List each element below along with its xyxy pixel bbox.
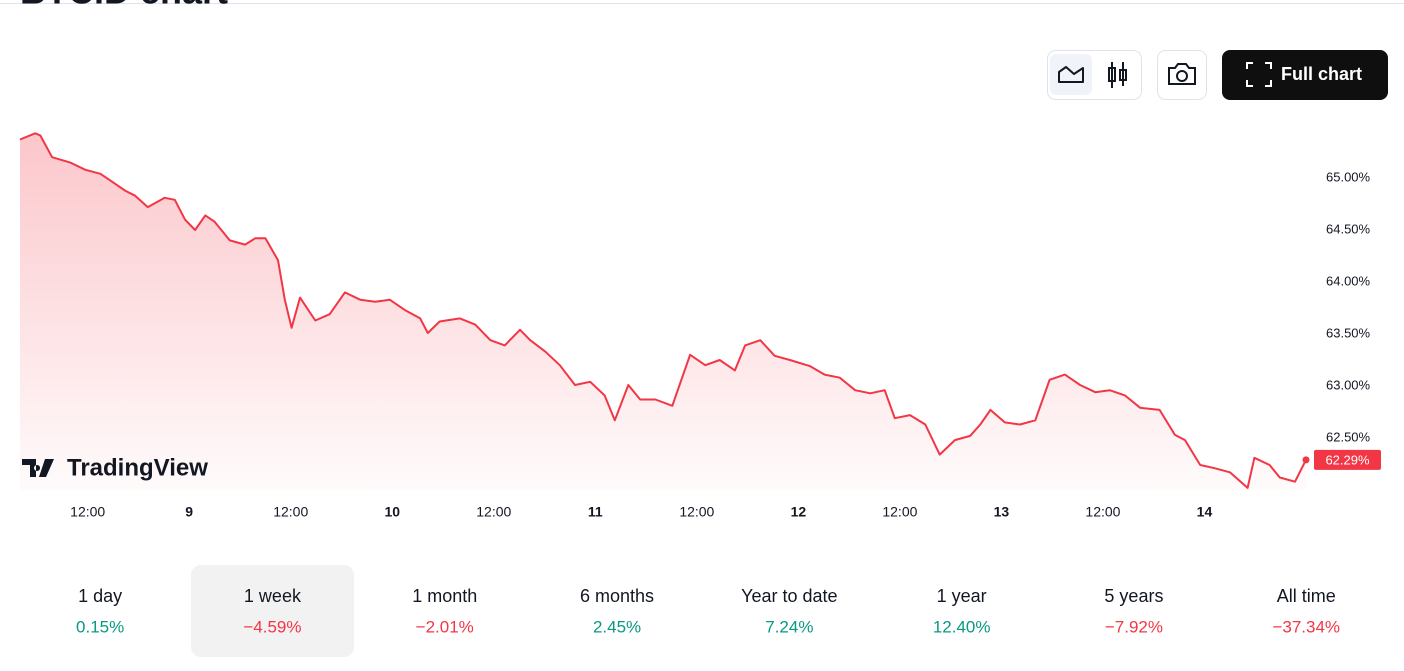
x-tick-label: 12:00 — [70, 504, 105, 520]
x-tick-label: 12:00 — [679, 504, 714, 520]
period-label: 1 day — [78, 586, 122, 606]
period-button[interactable]: 1 month −2.01% — [412, 586, 477, 637]
period-change: −4.59% — [243, 617, 301, 636]
period-label: All time — [1277, 586, 1336, 606]
full-chart-button[interactable] — [1222, 50, 1388, 100]
period-change: −2.01% — [416, 617, 474, 636]
period-label: 1 week — [244, 586, 302, 606]
last-value-badge — [1314, 449, 1381, 470]
period-label: Year to date — [741, 586, 837, 606]
x-tick-label: 11 — [588, 504, 603, 520]
period-label: 5 years — [1104, 586, 1163, 606]
plot-area: 62.50% 63.00% 63.50% 64.00% 64.50% 65.00% 12:0… — [19, 132, 1381, 520]
y-tick-label: 63.50% — [1326, 325, 1371, 340]
x-tick-label: 10 — [384, 504, 400, 520]
period-button[interactable]: 1 year 12.40% — [933, 586, 991, 637]
snapshot-button[interactable] — [1157, 50, 1207, 100]
period-label: 6 months — [580, 586, 654, 606]
chart-title: BTC.D chart — [20, 0, 228, 12]
x-tick-label: 13 — [994, 504, 1010, 520]
period-button[interactable]: All time −37.34% — [1272, 586, 1340, 637]
line-style-button[interactable] — [1050, 54, 1092, 95]
area-fill — [20, 133, 1306, 491]
period-button[interactable]: 1 week −4.59% — [191, 565, 354, 657]
period-change: −7.92% — [1105, 617, 1163, 636]
watermark: TradingView — [22, 454, 208, 481]
y-tick-label: 64.50% — [1326, 221, 1371, 236]
period-change: −37.34% — [1272, 617, 1340, 636]
period-label: 1 month — [412, 586, 477, 606]
x-tick-label: 9 — [185, 504, 193, 520]
watermark-text: TradingView — [67, 454, 208, 481]
candle-style-button[interactable] — [1108, 62, 1127, 88]
period-change: 12.40% — [933, 617, 991, 636]
price-line — [19, 132, 1307, 489]
period-button[interactable]: Year to date 7.24% — [741, 586, 837, 637]
fullscreen-icon — [1246, 62, 1272, 87]
period-button[interactable]: 6 months 2.45% — [580, 586, 654, 637]
chart-style-group: Full chart — [1047, 50, 1388, 100]
x-tick-label: 12 — [791, 504, 807, 520]
period-change: 2.45% — [593, 617, 641, 636]
camera-icon — [1168, 63, 1196, 85]
x-tick-label: 12:00 — [1085, 504, 1120, 520]
line-icon — [1058, 66, 1084, 83]
period-button[interactable]: 5 years −7.92% — [1104, 586, 1163, 637]
y-tick-label: 65.00% — [1326, 169, 1371, 184]
period-selected-bg — [191, 565, 354, 657]
x-tick-label: 12:00 — [476, 504, 511, 520]
period-change: 0.15% — [76, 617, 124, 636]
y-tick-label: 64.00% — [1326, 273, 1371, 288]
full-chart-label: Full chart — [1281, 64, 1362, 84]
period-label: 1 year — [937, 586, 987, 606]
y-tick-label: 62.50% — [1326, 429, 1371, 444]
x-tick-label: 12:00 — [273, 504, 308, 520]
last-value-label: 62.29% — [1325, 452, 1370, 467]
last-point — [1302, 456, 1310, 464]
x-tick-label: 12:00 — [882, 504, 917, 520]
period-bar: 1 day 0.15% 1 week −4.59% 1 month −2.01% 6 mon… — [76, 565, 1340, 657]
period-button[interactable]: 1 day 0.15% — [76, 586, 124, 637]
period-change: 7.24% — [765, 617, 813, 636]
x-tick-label: 14 — [1197, 504, 1213, 520]
y-tick-label: 63.00% — [1326, 377, 1371, 392]
